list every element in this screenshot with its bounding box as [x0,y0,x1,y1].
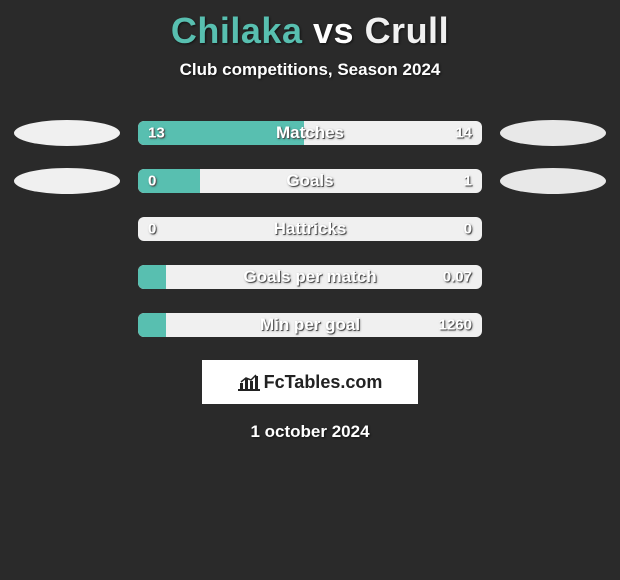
stat-bar: Goals per match 0.07 [138,265,482,289]
stat-bar: Min per goal 1260 [138,313,482,337]
stats-container: Matches 13 14 Goals 0 1 Hattricks 0 0 Goals per m… [0,120,620,338]
stat-right-value: 0 [464,221,472,238]
subtitle: Club competitions, Season 2024 [0,60,620,80]
chart-icon [238,373,260,391]
stat-row: Goals per match 0.07 [0,264,620,290]
stat-row: Matches 13 14 [0,120,620,146]
ellipse-left [14,216,120,242]
stat-left-value: 13 [148,125,165,142]
ellipse-left [14,264,120,290]
ellipse-right [500,312,606,338]
ellipse-right [500,120,606,146]
footer-date: 1 october 2024 [0,422,620,442]
stat-label: Hattricks [274,219,347,239]
stat-right-value: 0.07 [443,269,472,286]
stat-left-value: 0 [148,173,156,190]
stat-left-value: 0 [148,221,156,238]
ellipse-right [500,168,606,194]
ellipse-left [14,312,120,338]
ellipse-right [500,216,606,242]
stat-row: Goals 0 1 [0,168,620,194]
stat-bar: Hattricks 0 0 [138,217,482,241]
stat-bar: Goals 0 1 [138,169,482,193]
bar-fill [138,313,166,337]
ellipse-left [14,120,120,146]
stat-bar: Matches 13 14 [138,121,482,145]
stat-right-value: 14 [455,125,472,142]
logo-box: FcTables.com [202,360,418,404]
stat-row: Min per goal 1260 [0,312,620,338]
stat-row: Hattricks 0 0 [0,216,620,242]
stat-right-value: 1260 [439,317,472,334]
stat-label: Goals [286,171,333,191]
ellipse-right [500,264,606,290]
stat-right-value: 1 [464,173,472,190]
bar-fill [138,265,166,289]
logo: FcTables.com [238,372,383,393]
logo-text: FcTables.com [264,372,383,393]
player1-name: Chilaka [171,10,303,51]
comparison-title: Chilaka vs Crull [0,0,620,52]
stat-label: Matches [276,123,344,143]
stat-label: Min per goal [260,315,360,335]
vs-text: vs [313,10,354,51]
ellipse-left [14,168,120,194]
stat-label: Goals per match [243,267,376,287]
player2-name: Crull [365,10,450,51]
